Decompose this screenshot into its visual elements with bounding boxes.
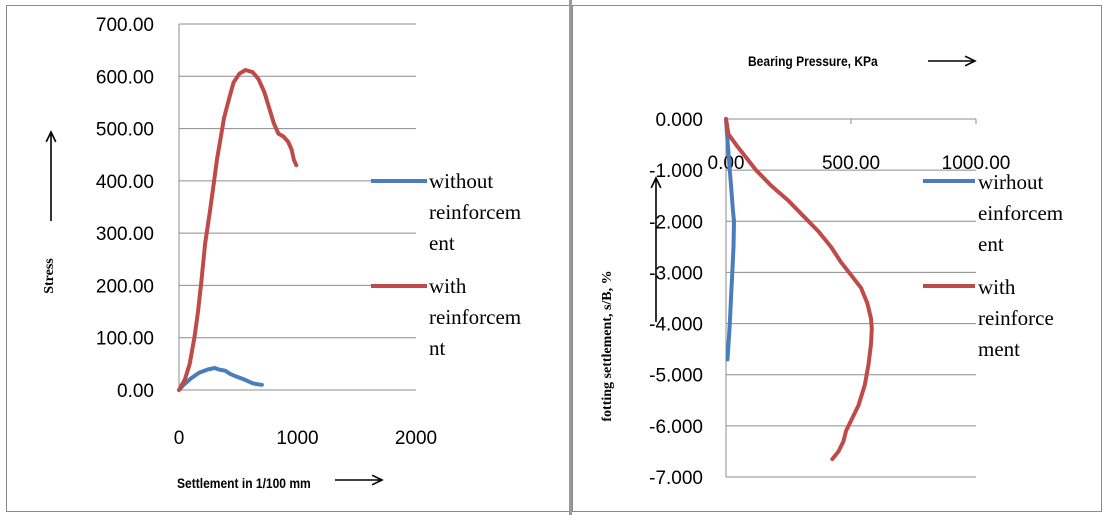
y-tick-label: 100.00	[96, 329, 154, 350]
series-line-with-reinforcement	[177, 68, 299, 392]
y-tick-label: -4.000	[649, 315, 703, 336]
x-tick-label: 1000.00	[942, 153, 1011, 174]
series-line-with-reinforcement	[724, 117, 874, 462]
chart-title: Bearing Pressure, KPa	[748, 53, 878, 69]
series-line-without-reinforcement	[177, 366, 264, 392]
legend-label: with	[978, 275, 1016, 299]
legend-label: with	[429, 274, 467, 298]
y-tick-label: 600.00	[96, 67, 154, 88]
y-tick-label: -5.000	[649, 366, 703, 387]
x-tick-label: 0	[174, 428, 185, 449]
stress-settlement-chart: 0.00 100.00 200.00 300.00 400.00 500.00 600.00…	[42, 15, 521, 491]
legend-label: reinforcem	[429, 305, 521, 329]
y-tick-label: 0.00	[117, 381, 154, 402]
y-tick-label: 700.00	[96, 15, 154, 36]
y-tick-label: 200.00	[96, 276, 154, 297]
y-axis-label: Stress	[42, 258, 57, 294]
legend-label: wirhout	[978, 170, 1043, 194]
series-line-without-reinforcement	[724, 117, 736, 362]
x-tick-label: 2000	[395, 428, 437, 449]
y-axis-label: fotting settlement, s/B, %	[600, 270, 615, 421]
x-tick-label: 1000	[276, 428, 318, 449]
y-tick-label: 0.000	[655, 110, 703, 131]
x-axis-arrow-head	[371, 474, 384, 486]
legend-label: ent	[429, 231, 455, 255]
legend-label: ment	[978, 337, 1020, 361]
x-axis-arrow-head	[964, 55, 977, 67]
x-axis-label: Settlement in 1/100 mm	[177, 475, 311, 491]
left-chart-frame: 0.00 100.00 200.00 300.00 400.00 500.00 600.00…	[6, 5, 571, 512]
legend-label: einforcem	[978, 201, 1063, 225]
y-axis-arrow-head	[650, 176, 662, 189]
x-tick-label: 500.00	[822, 153, 880, 174]
y-tick-label: -6.000	[649, 417, 703, 438]
bearing-pressure-chart: 0.000 -1.000 -2.000 -3.000 -4.000 -5.000 -6.00…	[600, 53, 1063, 489]
legend-label: reinforcem	[429, 200, 521, 224]
y-axis-arrow-head	[45, 130, 57, 143]
y-tick-label: 300.00	[96, 224, 154, 245]
y-tick-label: 400.00	[96, 172, 154, 193]
y-tick-label: -7.000	[649, 468, 703, 489]
y-tick-label: 500.00	[96, 120, 154, 141]
right-chart-frame: 0.000 -1.000 -2.000 -3.000 -4.000 -5.000 -6.00…	[572, 5, 1102, 512]
legend-label: ent	[978, 232, 1004, 256]
legend-label: without	[429, 169, 493, 193]
y-tick-label: -3.000	[649, 263, 703, 284]
chart-divider	[569, 0, 572, 515]
legend-label: reinforce	[978, 306, 1054, 330]
x-tick-label: 0.00	[708, 153, 745, 174]
y-tick-label: -2.000	[649, 212, 703, 233]
y-tick-label: -1.000	[649, 161, 703, 182]
legend-label: nt	[429, 336, 446, 360]
